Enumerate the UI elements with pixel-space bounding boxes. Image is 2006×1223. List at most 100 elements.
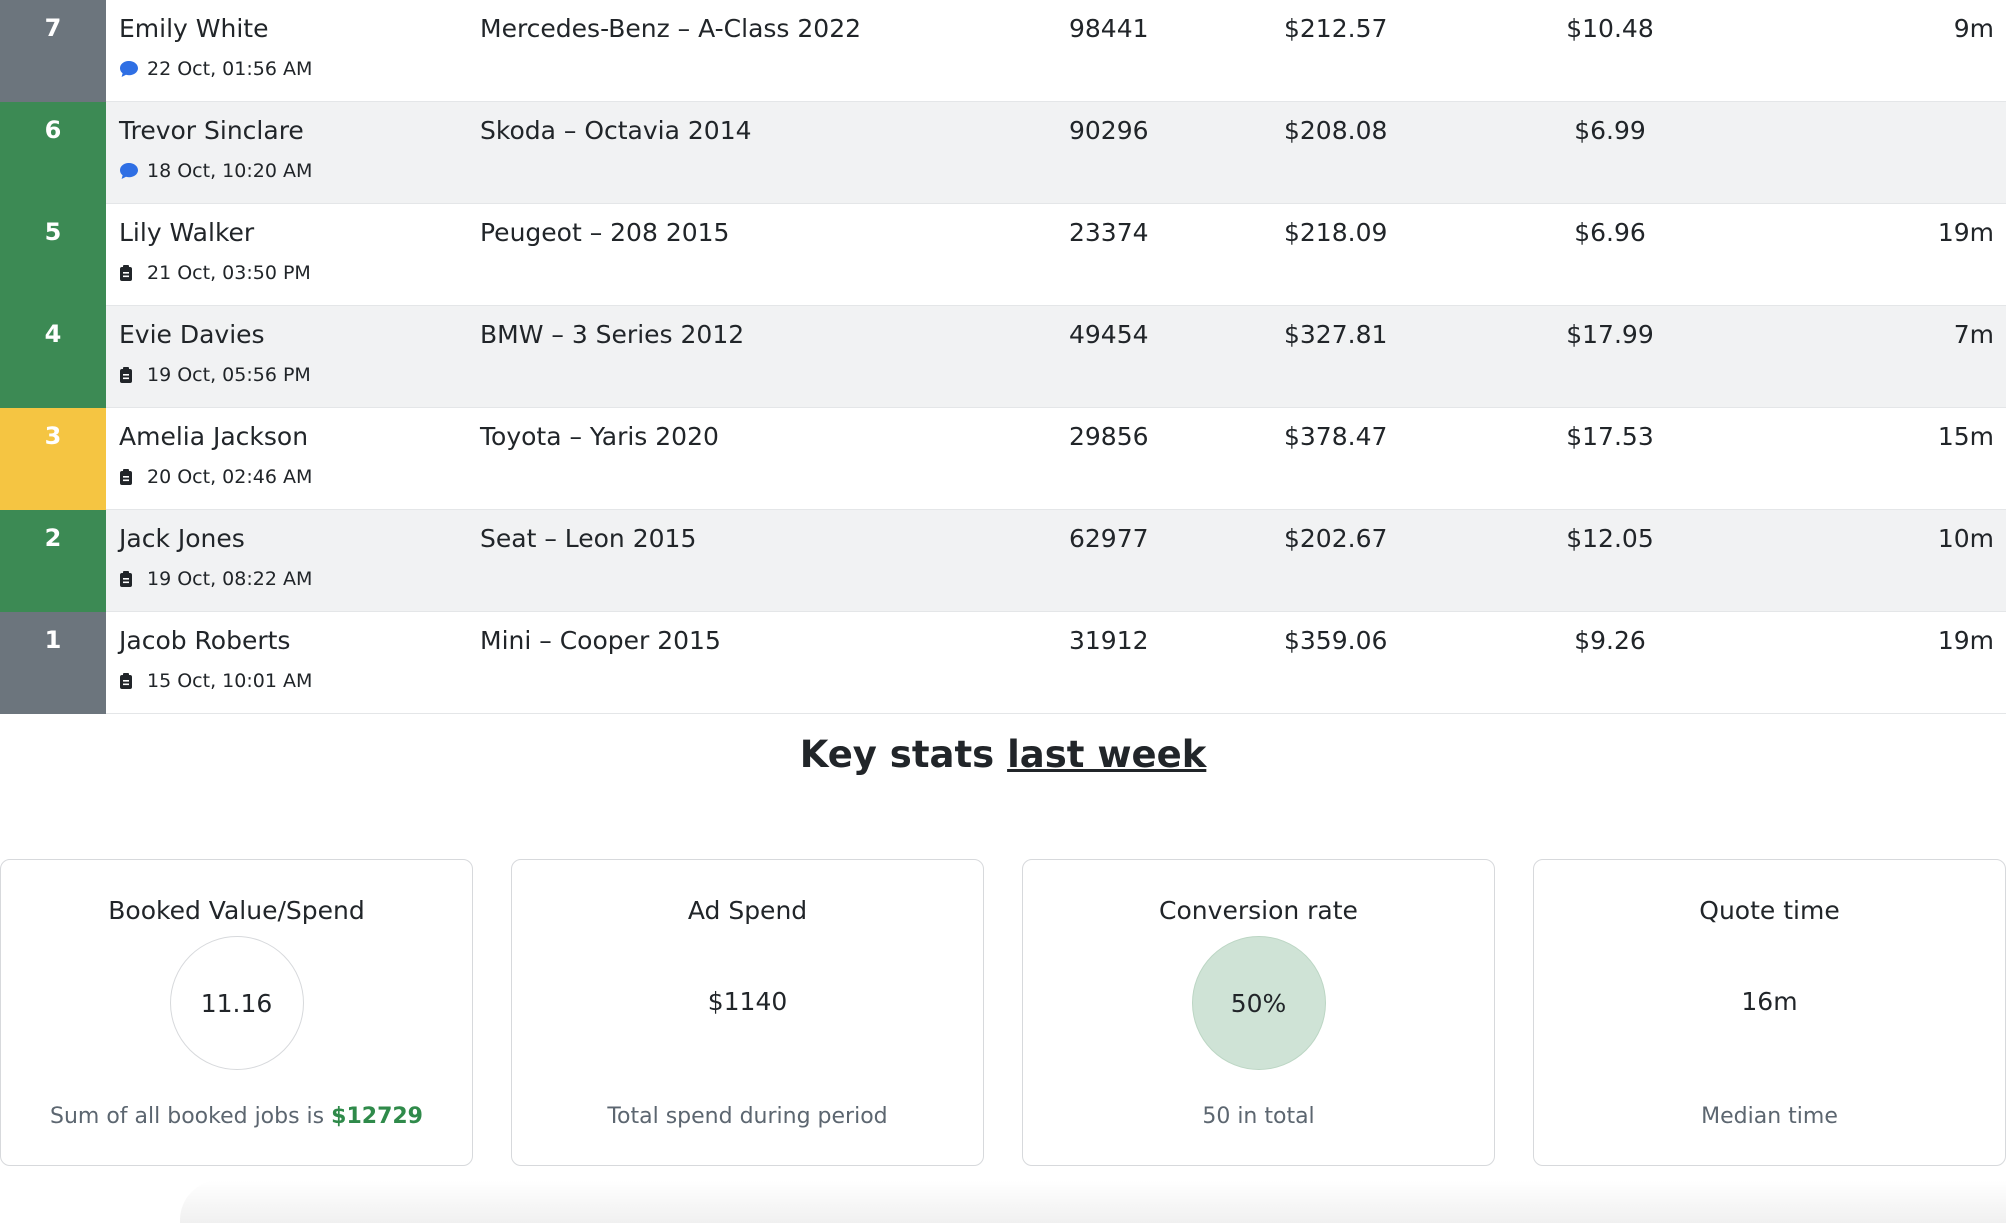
mileage: 90296 (1069, 116, 1149, 145)
mileage: 29856 (1069, 422, 1149, 451)
customer-name[interactable]: Jacob Roberts (119, 626, 291, 655)
card-title: Conversion rate (1159, 896, 1358, 925)
booked-value-card: Booked Value/Spend 11.16 Sum of all book… (0, 859, 473, 1166)
card-title: Ad Spend (687, 896, 808, 925)
card-footer: 50 in total (1202, 1104, 1315, 1129)
chat-icon (119, 162, 141, 180)
ad-spend-card: Ad Spend $1140 Total spend during period (511, 859, 984, 1166)
rank-badge: 3 (0, 408, 106, 510)
job-date: 19 Oct, 08:22 AM (119, 568, 312, 590)
job-date-text: 22 Oct, 01:56 AM (147, 58, 313, 80)
table-row[interactable]: 3 Amelia Jackson 20 Oct, 02:46 AM Toyota – … (0, 408, 2006, 510)
job-date: 19 Oct, 05:56 PM (119, 364, 311, 386)
response-time: 19m (1937, 626, 1994, 655)
customer-name[interactable]: Emily White (119, 14, 269, 43)
key-stats-label: Key stats (799, 733, 995, 776)
job-date-text: 15 Oct, 10:01 AM (147, 670, 313, 692)
customer-name[interactable]: Amelia Jackson (119, 422, 309, 451)
job-date: 20 Oct, 02:46 AM (119, 466, 312, 488)
mileage: 49454 (1069, 320, 1149, 349)
bottom-shadow (180, 1180, 2006, 1223)
rank-badge: 4 (0, 306, 106, 408)
card-title: Quote time (1699, 896, 1840, 925)
booked-footer-text: Sum of all booked jobs is (50, 1104, 325, 1129)
job-date-text: 20 Oct, 02:46 AM (147, 466, 313, 488)
job-date-text: 21 Oct, 03:50 PM (147, 262, 311, 284)
table-row[interactable]: 5 Lily Walker 21 Oct, 03:50 PM Peugeot – 20… (0, 204, 2006, 306)
rank-badge: 1 (0, 612, 106, 714)
lead-cost: $9.26 (1574, 626, 1646, 655)
job-value: $208.08 (1284, 116, 1388, 145)
job-date-text: 19 Oct, 05:56 PM (147, 364, 311, 386)
table-row[interactable]: 1 Jacob Roberts 15 Oct, 10:01 AM Mini – Coo… (0, 612, 2006, 714)
clipboard-icon (119, 264, 141, 282)
job-value: $202.67 (1284, 524, 1388, 553)
response-time: 15m (1937, 422, 1994, 451)
job-date: 21 Oct, 03:50 PM (119, 262, 311, 284)
clipboard-icon (119, 672, 141, 690)
table-row[interactable]: 6 Trevor Sinclare 18 Oct, 10:20 AM Skoda – … (0, 102, 2006, 204)
mileage: 62977 (1069, 524, 1149, 553)
lead-cost: $6.96 (1574, 218, 1646, 247)
lead-cost: $12.05 (1566, 524, 1654, 553)
customer-name[interactable]: Lily Walker (119, 218, 255, 247)
table-row[interactable]: 7 Emily White 22 Oct, 01:56 AM Mercedes-Ben… (0, 0, 2006, 102)
period-link[interactable]: last week (1007, 733, 1207, 776)
job-value: $378.47 (1284, 422, 1388, 451)
job-date-text: 18 Oct, 10:20 AM (147, 160, 313, 182)
key-stats-heading: Key stats last week (0, 733, 2006, 776)
clipboard-icon (119, 366, 141, 384)
job-value: $218.09 (1284, 218, 1388, 247)
response-time: 10m (1937, 524, 1994, 553)
clipboard-icon (119, 468, 141, 486)
ad-spend-value: $1140 (707, 987, 788, 1016)
response-time: 7m (1953, 320, 1994, 349)
booked-total-value: $12729 (331, 1104, 423, 1129)
clipboard-icon (119, 570, 141, 588)
job-date: 22 Oct, 01:56 AM (119, 58, 312, 80)
vehicle: Mercedes-Benz – A-Class 2022 (480, 14, 862, 43)
table-row[interactable]: 4 Evie Davies 19 Oct, 05:56 PM BMW – 3 Seri… (0, 306, 2006, 408)
rank-badge: 2 (0, 510, 106, 612)
job-value: $327.81 (1284, 320, 1388, 349)
lead-cost: $17.99 (1566, 320, 1654, 349)
lead-cost: $10.48 (1566, 14, 1654, 43)
rank-badge: 7 (0, 0, 106, 102)
vehicle: Seat – Leon 2015 (480, 524, 697, 553)
rank-badge: 5 (0, 204, 106, 306)
job-date: 15 Oct, 10:01 AM (119, 670, 312, 692)
response-time: 19m (1937, 218, 1994, 247)
booked-ratio-value: 11.16 (200, 988, 273, 1018)
booked-ratio-circle: 11.16 (169, 936, 304, 1070)
chat-icon (119, 60, 141, 78)
customer-name[interactable]: Trevor Sinclare (119, 116, 304, 145)
response-time: 9m (1953, 14, 1994, 43)
job-date-text: 19 Oct, 08:22 AM (147, 568, 313, 590)
card-footer: Total spend during period (607, 1104, 888, 1129)
conversion-rate-circle: 50% (1191, 936, 1326, 1070)
vehicle: BMW – 3 Series 2012 (480, 320, 745, 349)
card-footer: Sum of all booked jobs is $12729 (1, 1104, 472, 1129)
card-title: Booked Value/Spend (108, 896, 365, 925)
lead-cost: $6.99 (1574, 116, 1646, 145)
vehicle: Mini – Cooper 2015 (480, 626, 721, 655)
rank-badge: 6 (0, 102, 106, 204)
vehicle: Skoda – Octavia 2014 (480, 116, 752, 145)
conversion-rate-card: Conversion rate 50% 50 in total (1022, 859, 1495, 1166)
job-value: $359.06 (1284, 626, 1388, 655)
customer-name[interactable]: Jack Jones (119, 524, 245, 553)
jobs-table: 7 Emily White 22 Oct, 01:56 AM Mercedes-Ben… (0, 0, 2006, 714)
vehicle: Toyota – Yaris 2020 (480, 422, 719, 451)
job-date: 18 Oct, 10:20 AM (119, 160, 312, 182)
mileage: 31912 (1069, 626, 1149, 655)
lead-cost: $17.53 (1566, 422, 1654, 451)
vehicle: Peugeot – 208 2015 (480, 218, 730, 247)
customer-name[interactable]: Evie Davies (119, 320, 265, 349)
quote-time-card: Quote time 16m Median time (1533, 859, 2006, 1166)
quote-time-value: 16m (1741, 987, 1798, 1016)
conversion-rate-value: 50% (1230, 988, 1287, 1018)
card-footer: Median time (1701, 1104, 1838, 1129)
mileage: 98441 (1069, 14, 1149, 43)
table-row[interactable]: 2 Jack Jones 19 Oct, 08:22 AM Seat – Leon 2… (0, 510, 2006, 612)
job-value: $212.57 (1284, 14, 1388, 43)
